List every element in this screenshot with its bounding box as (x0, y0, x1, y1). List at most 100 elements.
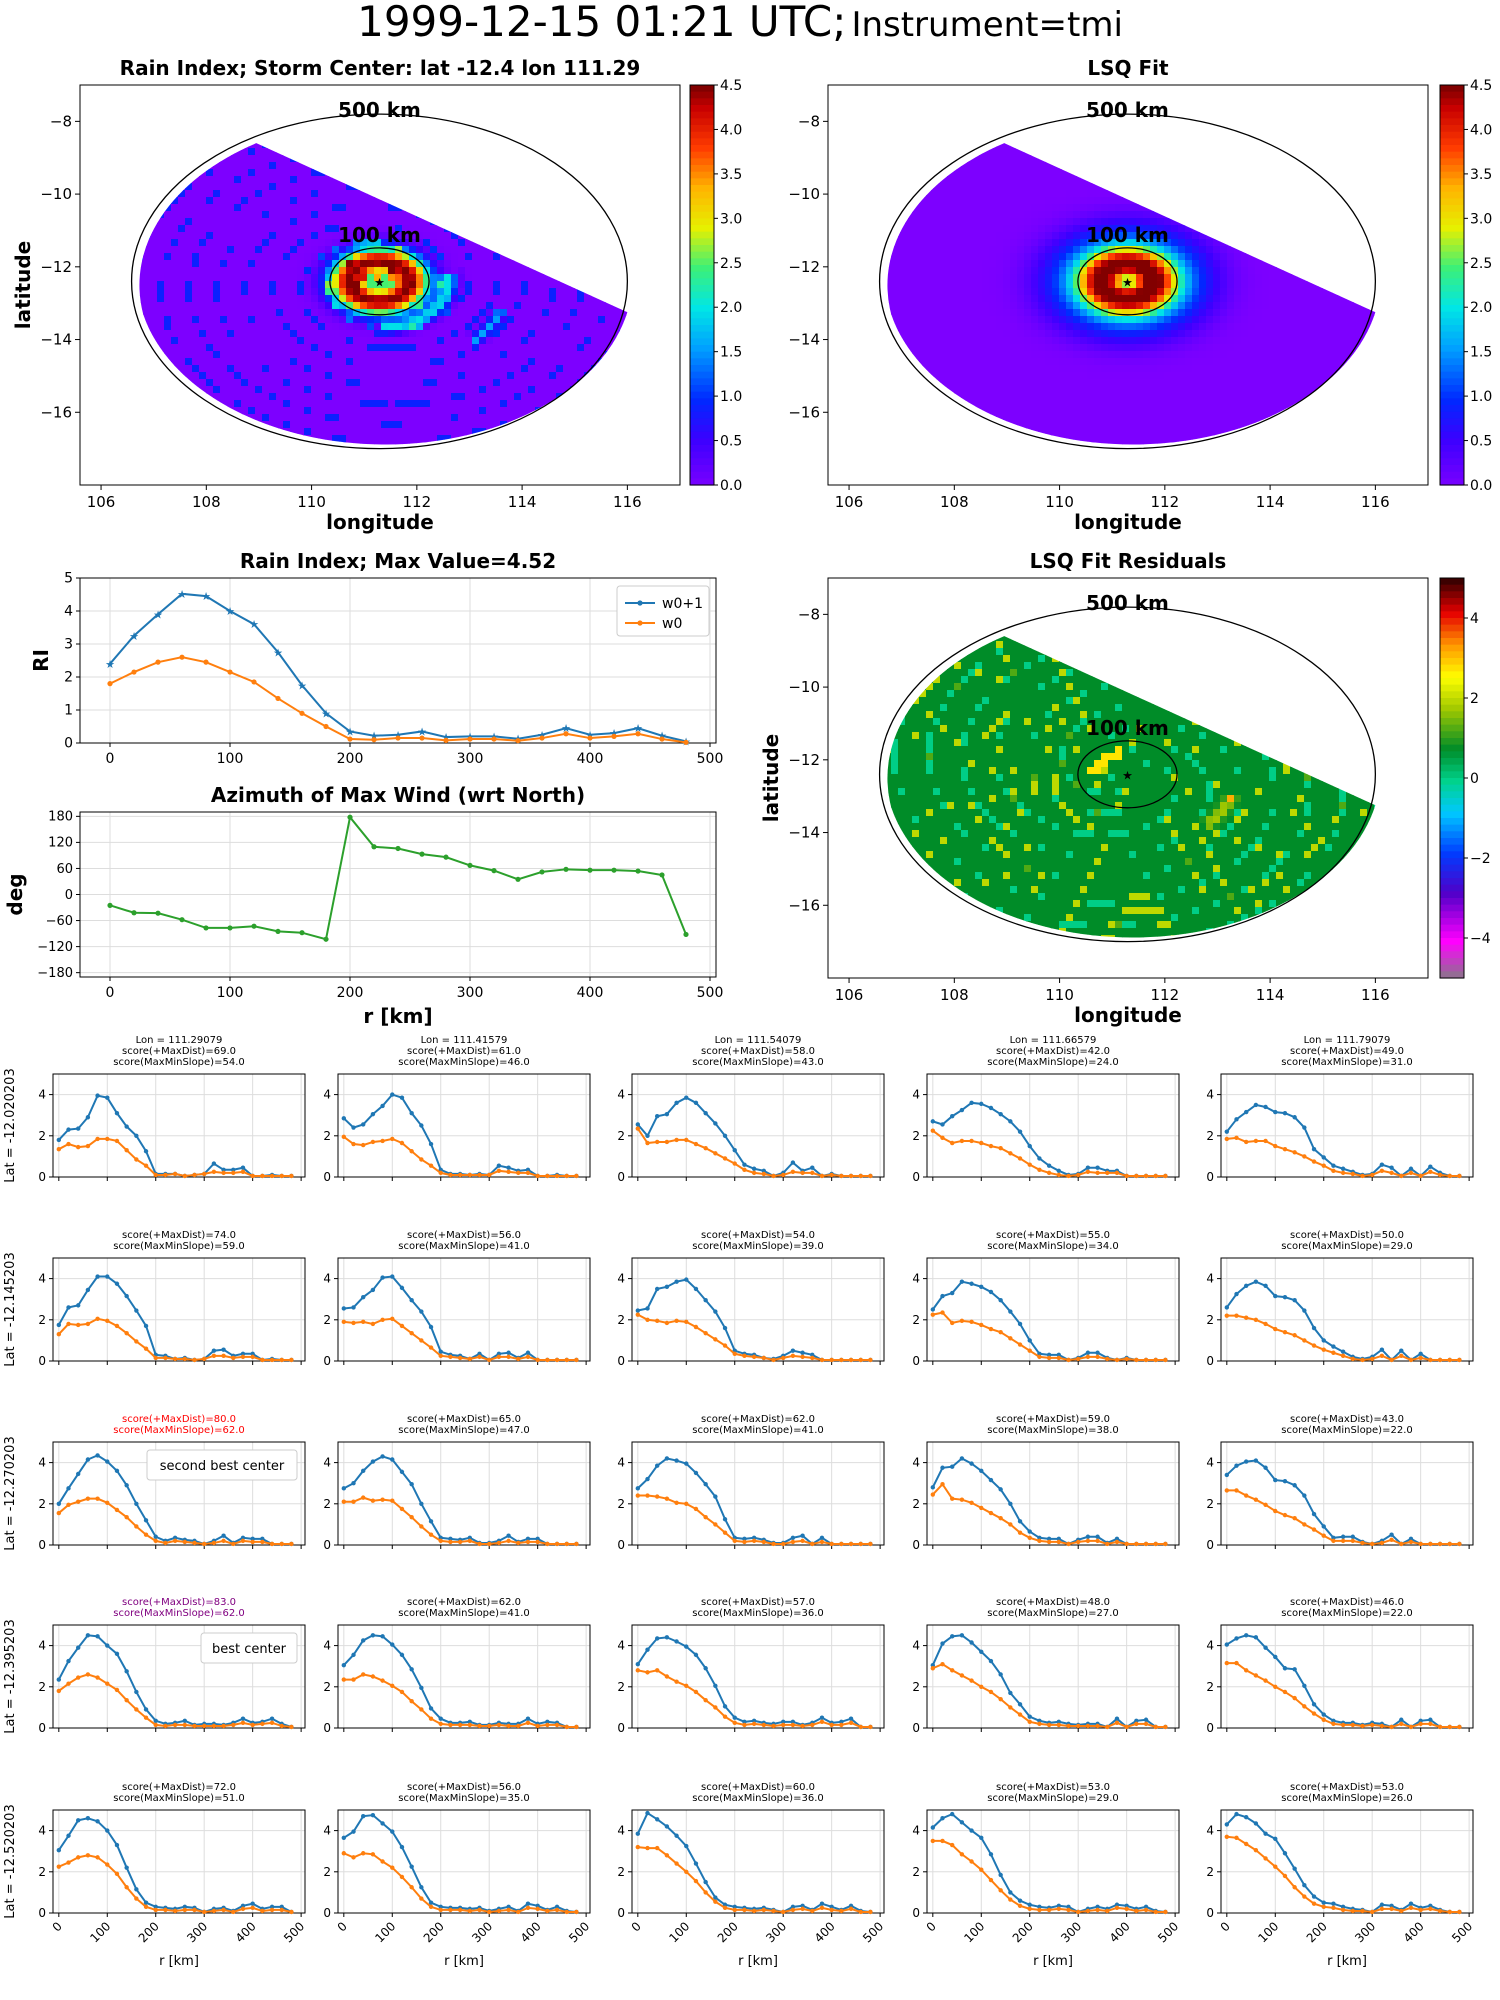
swath-cell (612, 421, 620, 429)
swath-cell (444, 281, 452, 289)
swath-cell (521, 351, 529, 359)
swath-cell (556, 407, 564, 415)
swath-cell (234, 190, 242, 198)
swath-cell (451, 211, 459, 219)
swath-cell (143, 365, 151, 373)
swath-cell (227, 393, 235, 401)
swath-cell (388, 267, 396, 275)
swath-cell (332, 344, 340, 352)
swath-cell (444, 316, 452, 324)
swath-cell (451, 113, 459, 121)
swath-cell (80, 330, 88, 338)
swath-cell (675, 344, 683, 352)
swath-cell (507, 274, 515, 282)
swath-cell (255, 463, 263, 471)
swath-cell (409, 218, 417, 226)
swath-cell (304, 106, 312, 114)
swath-cell (430, 253, 438, 261)
swath-cell (353, 456, 361, 464)
swath-cell (577, 120, 585, 128)
swath-cell (297, 211, 305, 219)
swath-cell (381, 183, 389, 191)
swath-cell (395, 155, 403, 163)
swath-cell (598, 253, 606, 261)
swath-cell (514, 393, 522, 401)
swath-cell (661, 435, 669, 443)
swath-cell (563, 442, 571, 445)
swath-cell (430, 232, 438, 240)
swath-cell (458, 449, 466, 457)
swath-cell (122, 337, 130, 345)
swath-cell (157, 344, 165, 352)
swath-cell (304, 267, 312, 275)
swath-cell (139, 155, 144, 163)
swath-cell (164, 162, 172, 170)
swath-cell (654, 204, 662, 212)
swath-cell (444, 323, 452, 331)
swath-cell (234, 428, 242, 436)
swath-cell (143, 99, 151, 107)
swath-cell (199, 211, 207, 219)
swath-cell (675, 225, 683, 233)
swath-cell (668, 232, 676, 240)
swath-cell (185, 470, 193, 478)
swath-cell (262, 351, 270, 359)
swath-cell (374, 365, 382, 373)
swath-cell (381, 162, 389, 170)
swath-cell (206, 316, 214, 324)
swath-cell (493, 92, 501, 100)
swath-cell (395, 372, 403, 380)
swath-cell (157, 85, 165, 93)
swath-cell (332, 197, 340, 205)
swath-cell (619, 463, 627, 471)
swath-cell (262, 365, 270, 373)
swath-cell (269, 407, 277, 415)
swath-cell (458, 246, 466, 254)
swath-cell (584, 428, 592, 436)
swath-cell (164, 309, 172, 317)
swath-cell (542, 400, 550, 408)
swath-cell (402, 449, 410, 457)
swath-cell (472, 143, 480, 149)
swath-cell (521, 197, 529, 205)
swath-cell (563, 218, 571, 226)
swath-cell (115, 176, 123, 184)
swath-cell (304, 113, 312, 121)
swath-cell (283, 155, 291, 163)
swath-cell (500, 309, 508, 317)
swath-cell (248, 225, 256, 233)
swath-cell (108, 435, 116, 443)
swath-cell (339, 253, 347, 261)
swath-cell (661, 253, 669, 261)
swath-cell (206, 190, 214, 198)
swath-cell (521, 281, 529, 289)
swath-cell (661, 463, 669, 471)
swath-cell (94, 477, 102, 485)
swath-cell (325, 197, 333, 205)
swath-cell (101, 169, 109, 177)
swath-cell (430, 449, 438, 457)
swath-cell (185, 225, 193, 233)
swath-cell (206, 239, 214, 247)
swath-cell (325, 239, 333, 247)
swath-cell (500, 211, 508, 219)
swath-cell (528, 169, 536, 177)
swath-cell (591, 358, 599, 366)
swath-cell (164, 456, 172, 464)
swath-cell (423, 456, 431, 464)
swath-cell (248, 477, 256, 485)
swath-cell (465, 99, 473, 107)
swath-cell (528, 449, 536, 457)
swath-cell (486, 414, 494, 422)
swath-cell (353, 337, 361, 345)
swath-cell (528, 183, 536, 191)
swath-cell (535, 302, 543, 310)
swath-cell (486, 176, 494, 184)
swath-cell (633, 428, 641, 436)
swath-cell (339, 442, 347, 445)
swath-cell (500, 351, 508, 359)
swath-cell (241, 316, 249, 324)
swath-cell (199, 386, 207, 394)
swath-cell (570, 323, 578, 331)
swath-cell (297, 316, 305, 324)
